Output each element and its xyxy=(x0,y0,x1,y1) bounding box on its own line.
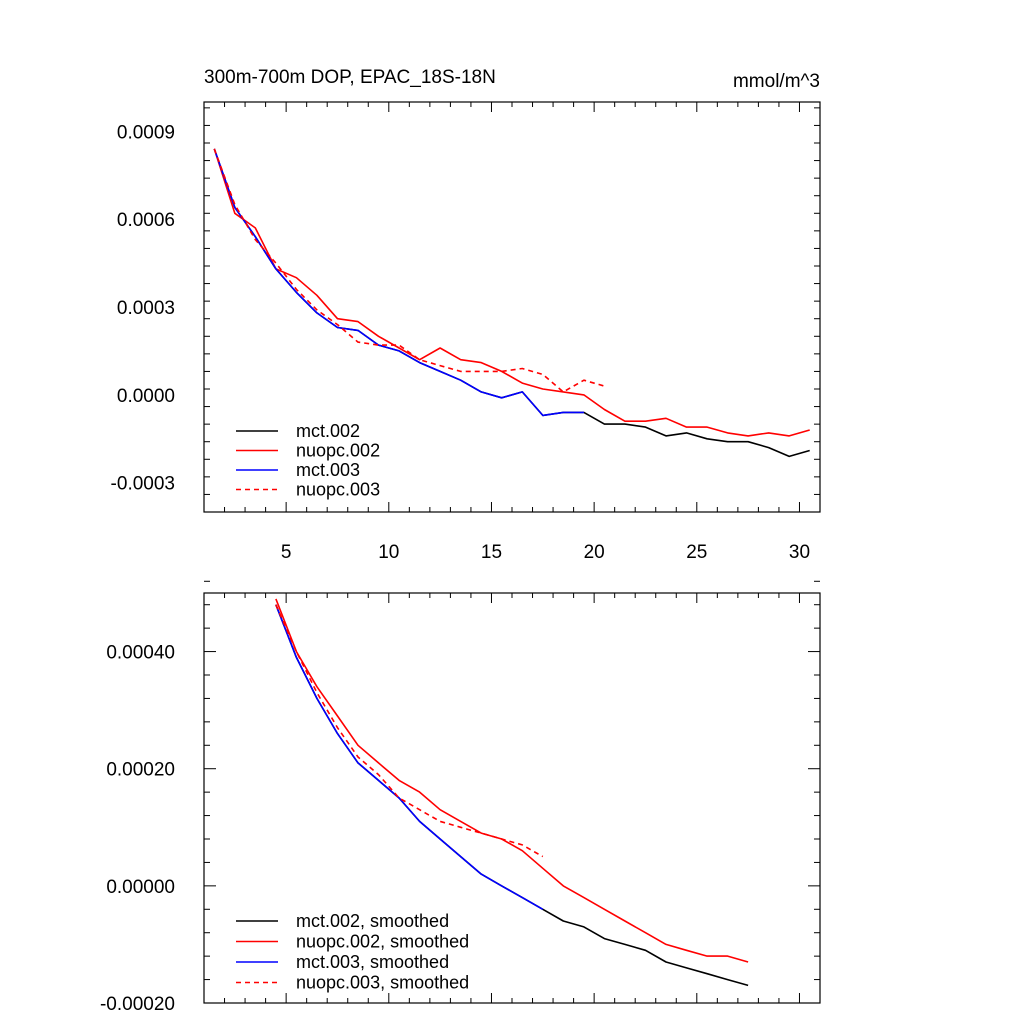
panel-top: 5 10 15 20 25 30 -0.0003 0.0000 0.0003 0.0006 0.00… xyxy=(111,67,821,563)
y-tick-label: 0.0000 xyxy=(117,386,175,407)
series-line-4 xyxy=(275,604,544,858)
legend-label-3: mct.003 xyxy=(296,460,360,480)
legend-label-1: mct.002, smoothed xyxy=(296,911,449,931)
x-tick-label: 25 xyxy=(686,542,707,563)
legend-label-4: nuopc.003 xyxy=(296,480,380,500)
panel-bottom: -0.00020 0.00000 0.00020 0.00040 mct.002, sm… xyxy=(100,580,821,1015)
series-line-1 xyxy=(213,148,810,458)
y-tick-label: 0.00040 xyxy=(106,643,175,664)
y-tick-label: -0.00020 xyxy=(100,994,175,1015)
y-tick-label: 0.0006 xyxy=(117,210,175,231)
x-tick-label: 10 xyxy=(378,542,399,563)
series-line-3 xyxy=(213,148,584,417)
legend-label-2: nuopc.002 xyxy=(296,441,380,461)
series-line-4 xyxy=(213,148,605,393)
chart-title: 300m-700m DOP, EPAC_18S-18N xyxy=(204,67,496,88)
x-tick-label: 15 xyxy=(481,542,502,563)
y-tick-label: 0.00020 xyxy=(106,760,175,781)
y-tick-label: -0.0003 xyxy=(111,474,175,495)
legend-label-2: nuopc.002, smoothed xyxy=(296,932,469,952)
series-line-2 xyxy=(213,148,810,437)
y-tick-label: 0.00000 xyxy=(106,877,175,898)
series-line-3 xyxy=(275,604,544,910)
units-label: mmol/m^3 xyxy=(733,71,820,92)
legend-label-1: mct.002 xyxy=(296,421,360,441)
legend-label-3: mct.003, smoothed xyxy=(296,952,449,972)
y-tick-label: 0.0003 xyxy=(117,298,175,319)
series-line-2 xyxy=(275,598,749,963)
x-tick-label: 30 xyxy=(789,542,810,563)
x-tick-label: 20 xyxy=(584,542,605,563)
y-tick-label: 0.0009 xyxy=(117,122,175,143)
x-tick-label: 5 xyxy=(281,542,292,563)
legend-label-4: nuopc.003, smoothed xyxy=(296,973,469,993)
